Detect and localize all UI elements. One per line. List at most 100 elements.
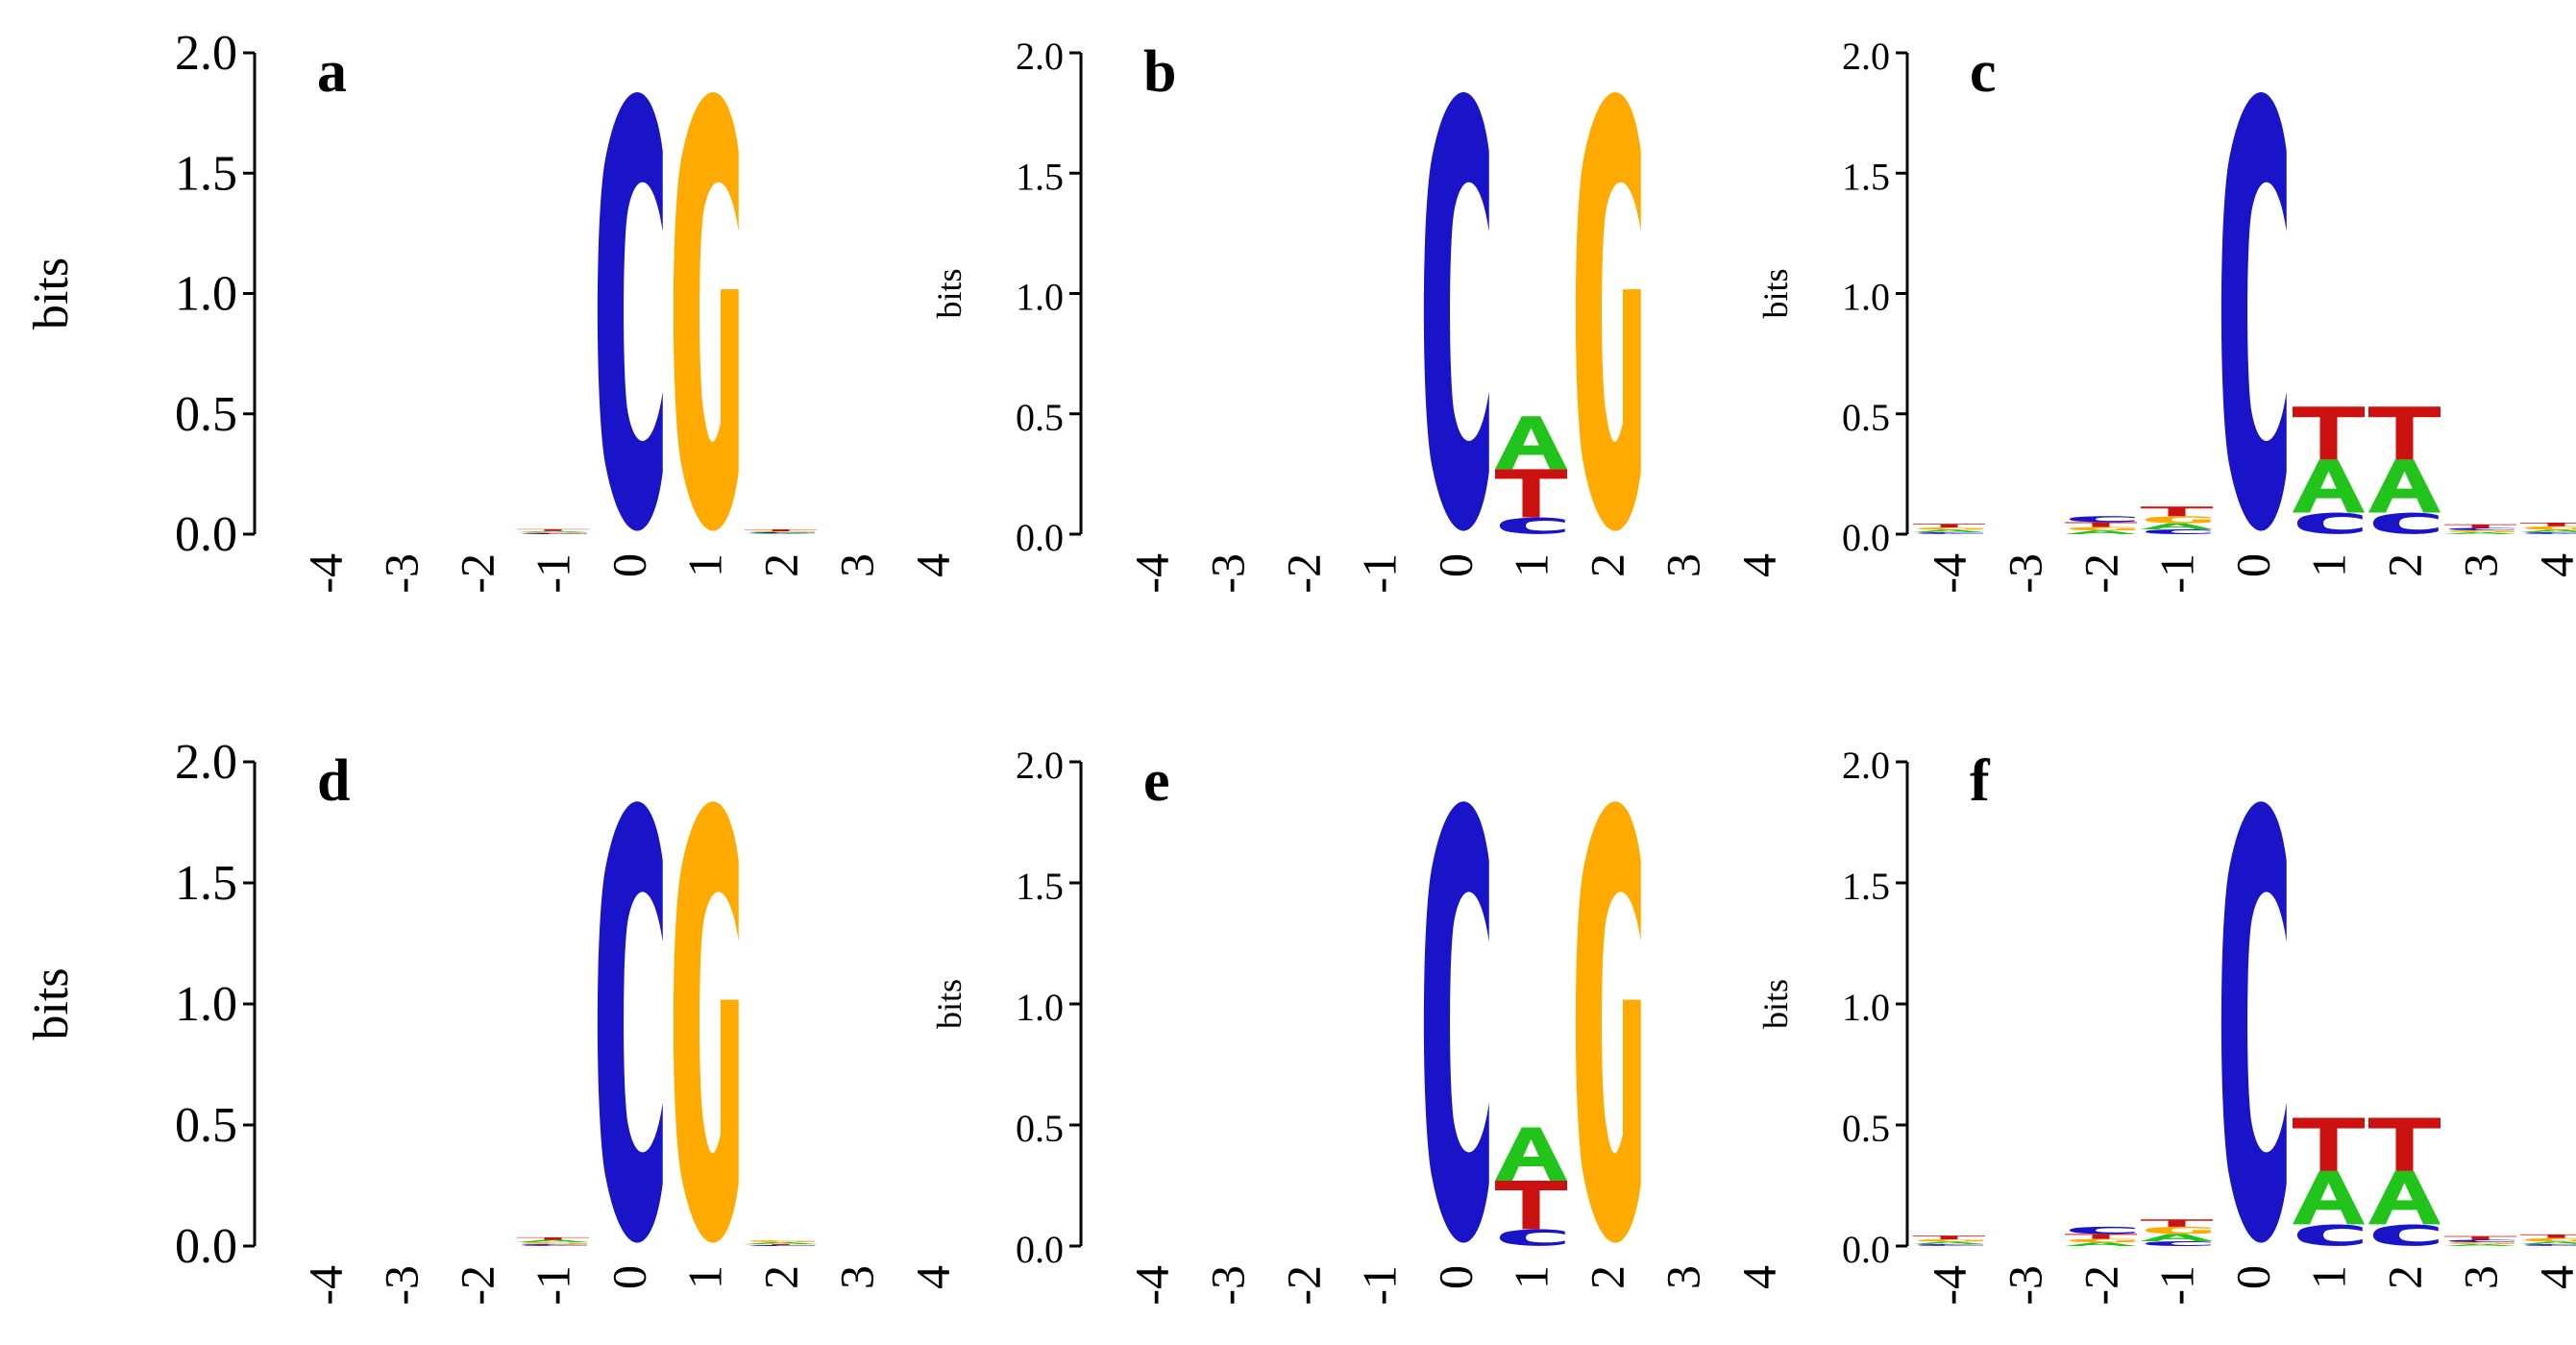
- logo-letter-C: [2448, 527, 2515, 530]
- y-tick-label: 1.0: [1842, 276, 1890, 319]
- logo-letter-T: [2141, 1219, 2213, 1227]
- x-tick-label: -2: [451, 1265, 504, 1306]
- logo-letter-A: [2444, 1243, 2516, 1246]
- logo-letter-G: [2069, 1238, 2135, 1243]
- logo-letter-C: [2220, 801, 2287, 1243]
- logo-letter-A: [745, 532, 817, 534]
- y-tick-label: 0.5: [175, 387, 237, 442]
- panel-label: a: [317, 39, 347, 105]
- logo-letter-C: [2372, 512, 2439, 534]
- logo-letter-A: [2520, 1241, 2576, 1244]
- logo-letter-C: [597, 92, 663, 531]
- x-tick-label: -3: [1999, 553, 2052, 594]
- x-tick-label: 1: [678, 1265, 732, 1289]
- y-tick-label: 0.5: [1016, 396, 1064, 439]
- logo-letter-C: [2524, 532, 2576, 534]
- logo-letter-T: [2293, 1117, 2365, 1171]
- logo-letter-A: [517, 1239, 589, 1242]
- x-tick-label: -1: [2150, 553, 2204, 594]
- y-tick-label: 1.0: [1016, 276, 1064, 319]
- x-tick-label: -2: [1277, 553, 1331, 594]
- y-tick-label: 0.5: [175, 1098, 237, 1153]
- y-tick-label: 2.0: [1842, 744, 1890, 787]
- y-tick-label: 2.0: [1016, 744, 1064, 787]
- logo-letter-T: [2520, 1234, 2576, 1238]
- logo-letter-T: [745, 1243, 817, 1245]
- logo-letter-C: [2069, 1226, 2135, 1235]
- x-tick-label: 0: [602, 1265, 656, 1289]
- x-tick-label: 1: [678, 553, 732, 577]
- logo-letter-G: [2524, 526, 2576, 530]
- x-tick-label: 0: [2226, 1265, 2280, 1289]
- logo-letter-C: [2296, 1224, 2363, 1246]
- x-tick-label: -1: [527, 553, 580, 594]
- x-tick-label: 3: [830, 1265, 884, 1289]
- logo-letter-A: [2444, 531, 2516, 534]
- y-axis-label: bits: [930, 268, 969, 318]
- x-tick-label: 0: [2226, 553, 2280, 577]
- y-tick-label: 0.5: [1842, 396, 1890, 439]
- x-tick-label: -2: [2074, 1265, 2128, 1306]
- x-tick-label: 2: [1581, 1265, 1634, 1289]
- logo-letter-A: [2368, 1170, 2441, 1225]
- logo-letter-A: [1495, 416, 1567, 470]
- x-tick-label: 3: [1656, 553, 1710, 577]
- logo-letter-C: [748, 532, 815, 533]
- logo-letter-A: [2293, 1170, 2365, 1225]
- y-axis-label: bits: [24, 257, 79, 330]
- logo-letter-G: [2069, 526, 2135, 531]
- logo-letter-A: [2141, 523, 2213, 529]
- y-tick-label: 1.0: [175, 977, 237, 1032]
- logo-letter-G: [2448, 530, 2515, 532]
- logo-letter-A: [1913, 1241, 1985, 1244]
- logo-letter-C: [2069, 516, 2135, 523]
- x-tick-label: 2: [1581, 553, 1634, 577]
- logo-letter-A: [2065, 1242, 2137, 1246]
- y-tick-label: 1.5: [175, 146, 237, 201]
- logo-letter-A: [1495, 1127, 1567, 1181]
- logo-letter-T: [2520, 522, 2576, 526]
- x-tick-label: -2: [2074, 553, 2128, 594]
- logo-letter-T: [2065, 1234, 2137, 1239]
- y-tick-label: 0.5: [1842, 1107, 1890, 1150]
- logo-letter-C: [2372, 1224, 2439, 1246]
- logo-letter-T: [2444, 524, 2516, 528]
- panel-label: b: [1143, 39, 1176, 105]
- logo-letter-C: [521, 1243, 587, 1246]
- y-tick-label: 1.5: [1016, 865, 1064, 908]
- logo-letter-C: [2145, 1240, 2211, 1246]
- y-axis-label: bits: [1756, 268, 1795, 318]
- x-tick-label: 2: [754, 1265, 808, 1289]
- logo-letter-G: [2524, 1237, 2576, 1242]
- x-tick-label: 4: [906, 553, 960, 577]
- x-tick-label: -1: [2150, 1265, 2204, 1306]
- x-tick-label: 1: [1505, 1265, 1558, 1289]
- logo-letter-T: [517, 1236, 589, 1240]
- y-tick-label: 2.0: [175, 735, 237, 790]
- y-axis-label: bits: [930, 979, 969, 1029]
- x-tick-label: -3: [1201, 1265, 1255, 1306]
- logo-letter-A: [2368, 459, 2441, 513]
- logo-letter-C: [748, 1244, 815, 1246]
- logo-letter-G: [2145, 1226, 2211, 1235]
- x-tick-label: 4: [1732, 1265, 1786, 1289]
- logo-letter-G: [1917, 1238, 1983, 1242]
- logo-letter-C: [1423, 801, 1489, 1243]
- logo-letter-G: [748, 531, 815, 532]
- logo-letter-G: [521, 532, 587, 533]
- logo-panel-d: 0.0 0.5 1.0 1.5 2.0 bits d -4 -3 -2 -1 0 1 2 3 4: [24, 735, 960, 1306]
- y-tick-label: 1.0: [1842, 986, 1890, 1029]
- logo-letter-C: [1917, 532, 1983, 534]
- x-tick-label: -4: [1923, 1265, 1976, 1306]
- logo-letter-T: [2065, 522, 2137, 527]
- logo-letter-C: [1917, 1243, 1983, 1246]
- x-tick-label: 3: [830, 553, 884, 577]
- x-tick-label: 1: [2302, 553, 2356, 577]
- logo-panel-b: 0.0 0.5 1.0 1.5 2.0 bits b -4 -3 -2 -1 0 1 2 3 4: [930, 35, 1786, 594]
- panel-label: c: [1970, 39, 1997, 105]
- logo-letter-C: [2448, 1239, 2515, 1242]
- x-tick-label: 0: [1429, 553, 1483, 577]
- logo-letter-T: [1913, 524, 1985, 527]
